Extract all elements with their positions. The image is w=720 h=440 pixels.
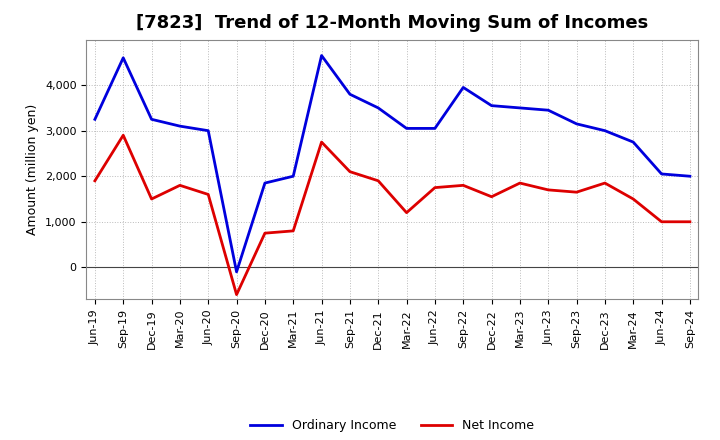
Ordinary Income [600,128,609,133]
Net Income [261,231,269,236]
Net Income [431,185,439,190]
Line: Ordinary Income: Ordinary Income [95,55,690,272]
Ordinary Income [346,92,354,97]
Net Income [148,196,156,202]
Ordinary Income [685,174,694,179]
Legend: Ordinary Income, Net Income: Ordinary Income, Net Income [246,414,539,437]
Net Income [289,228,297,234]
Ordinary Income [402,126,411,131]
Net Income [657,219,666,224]
Net Income [459,183,467,188]
Ordinary Income [374,105,382,110]
Net Income [119,132,127,138]
Ordinary Income [516,105,524,110]
Net Income [204,192,212,197]
Ordinary Income [487,103,496,108]
Net Income [600,180,609,186]
Net Income [91,178,99,183]
Net Income [374,178,382,183]
Ordinary Income [544,107,552,113]
Net Income [402,210,411,215]
Net Income [629,196,637,202]
Net Income [346,169,354,174]
Ordinary Income [318,53,326,58]
Ordinary Income [289,174,297,179]
Ordinary Income [119,55,127,60]
Line: Net Income: Net Income [95,135,690,295]
Net Income [572,190,581,195]
Net Income [487,194,496,199]
Ordinary Income [261,180,269,186]
Title: [7823]  Trend of 12-Month Moving Sum of Incomes: [7823] Trend of 12-Month Moving Sum of I… [136,15,649,33]
Ordinary Income [176,124,184,129]
Ordinary Income [431,126,439,131]
Ordinary Income [233,269,241,275]
Ordinary Income [91,117,99,122]
Ordinary Income [629,139,637,145]
Net Income [318,139,326,145]
Ordinary Income [459,85,467,90]
Ordinary Income [148,117,156,122]
Ordinary Income [657,171,666,176]
Ordinary Income [204,128,212,133]
Net Income [233,292,241,297]
Y-axis label: Amount (million yen): Amount (million yen) [27,104,40,235]
Ordinary Income [572,121,581,126]
Net Income [176,183,184,188]
Net Income [516,180,524,186]
Net Income [544,187,552,193]
Net Income [685,219,694,224]
